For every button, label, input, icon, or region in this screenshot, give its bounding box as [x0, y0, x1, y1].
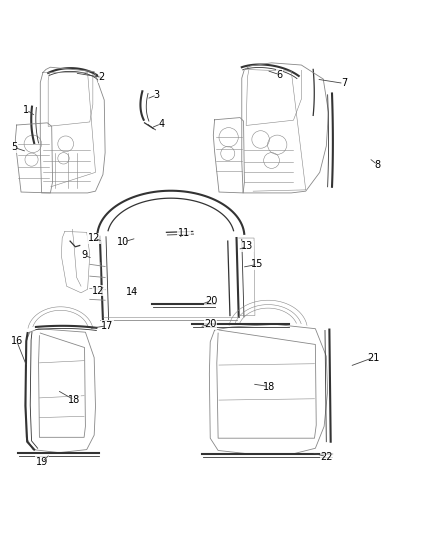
Text: 20: 20	[205, 296, 217, 305]
Text: 3: 3	[154, 90, 160, 100]
Text: 1: 1	[23, 104, 29, 115]
Text: 11: 11	[178, 228, 190, 238]
Text: 12: 12	[92, 286, 105, 296]
Text: 20: 20	[204, 319, 216, 329]
Text: 18: 18	[263, 382, 275, 392]
Text: 10: 10	[117, 237, 130, 247]
Text: 7: 7	[341, 78, 347, 88]
Text: 12: 12	[88, 233, 100, 243]
Text: 17: 17	[101, 321, 113, 330]
Text: 5: 5	[11, 142, 17, 152]
Text: 9: 9	[81, 250, 87, 260]
Text: 8: 8	[374, 160, 381, 170]
Text: 2: 2	[99, 72, 105, 82]
Text: 18: 18	[68, 395, 81, 405]
Text: 22: 22	[320, 451, 332, 462]
Text: 14: 14	[126, 287, 138, 297]
Text: 21: 21	[367, 353, 379, 362]
Text: 15: 15	[251, 260, 264, 269]
Text: 6: 6	[276, 70, 283, 79]
Text: 4: 4	[158, 119, 164, 128]
Text: 16: 16	[11, 336, 23, 346]
Text: 19: 19	[36, 457, 48, 467]
Text: 13: 13	[241, 241, 253, 252]
